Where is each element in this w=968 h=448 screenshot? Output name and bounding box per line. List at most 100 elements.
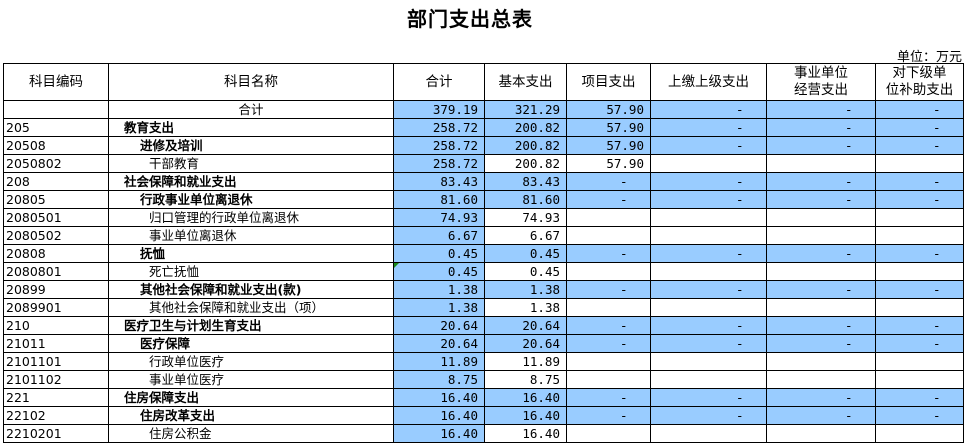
cell-project[interactable]: - <box>566 172 651 191</box>
cell-project[interactable] <box>566 424 651 443</box>
cell-total[interactable]: 0.45 <box>393 244 485 263</box>
cell-remit-superior[interactable]: - <box>650 100 767 119</box>
cell-remit-superior[interactable] <box>650 154 767 173</box>
cell-subsidy-subordinate[interactable]: - <box>875 172 964 191</box>
cell-institution-operating[interactable]: - <box>766 100 876 119</box>
cell-subsidy-subordinate[interactable] <box>875 370 964 389</box>
cell-name[interactable]: 行政单位医疗 <box>108 352 394 371</box>
cell-institution-operating[interactable] <box>766 208 876 227</box>
cell-name[interactable]: 住房保障支出 <box>108 388 394 407</box>
cell-code[interactable]: 20508 <box>3 136 109 155</box>
cell-code[interactable]: 2080801 <box>3 262 109 281</box>
cell-name[interactable]: 干部教育 <box>108 154 394 173</box>
cell-subsidy-subordinate[interactable]: - <box>875 190 964 209</box>
cell-basic[interactable]: 11.89 <box>484 352 567 371</box>
cell-project[interactable] <box>566 298 651 317</box>
cell-remit-superior[interactable]: - <box>650 190 767 209</box>
cell-project[interactable] <box>566 226 651 245</box>
cell-code[interactable]: 205 <box>3 118 109 137</box>
cell-project[interactable] <box>566 208 651 227</box>
cell-project[interactable]: 57.90 <box>566 118 651 137</box>
cell-institution-operating[interactable] <box>766 370 876 389</box>
cell-subsidy-subordinate[interactable]: - <box>875 316 964 335</box>
cell-name[interactable]: 进修及培训 <box>108 136 394 155</box>
cell-institution-operating[interactable] <box>766 226 876 245</box>
cell-basic[interactable]: 74.93 <box>484 208 567 227</box>
cell-name[interactable]: 社会保障和就业支出 <box>108 172 394 191</box>
cell-subsidy-subordinate[interactable]: - <box>875 244 964 263</box>
cell-institution-operating[interactable]: - <box>766 316 876 335</box>
cell-name[interactable]: 事业单位医疗 <box>108 370 394 389</box>
cell-subsidy-subordinate[interactable]: - <box>875 388 964 407</box>
cell-institution-operating[interactable]: - <box>766 136 876 155</box>
cell-code[interactable]: 210 <box>3 316 109 335</box>
cell-basic[interactable]: 20.64 <box>484 316 567 335</box>
cell-project[interactable]: 57.90 <box>566 154 651 173</box>
cell-institution-operating[interactable] <box>766 352 876 371</box>
cell-institution-operating[interactable]: - <box>766 280 876 299</box>
cell-remit-superior[interactable]: - <box>650 406 767 425</box>
cell-institution-operating[interactable]: - <box>766 190 876 209</box>
cell-total[interactable]: 74.93 <box>393 208 485 227</box>
cell-total[interactable]: 6.67 <box>393 226 485 245</box>
cell-code[interactable]: 22102 <box>3 406 109 425</box>
cell-name[interactable]: 抚恤 <box>108 244 394 263</box>
cell-total[interactable]: 258.72 <box>393 118 485 137</box>
cell-name[interactable]: 行政事业单位离退休 <box>108 190 394 209</box>
cell-total[interactable]: 16.40 <box>393 388 485 407</box>
cell-name[interactable]: 教育支出 <box>108 118 394 137</box>
cell-basic[interactable]: 16.40 <box>484 424 567 443</box>
cell-project[interactable]: - <box>566 406 651 425</box>
cell-basic[interactable]: 1.38 <box>484 280 567 299</box>
cell-project[interactable]: - <box>566 316 651 335</box>
cell-name[interactable]: 医疗保障 <box>108 334 394 353</box>
cell-code[interactable]: 2089901 <box>3 298 109 317</box>
cell-subsidy-subordinate[interactable] <box>875 262 964 281</box>
cell-institution-operating[interactable]: - <box>766 334 876 353</box>
cell-total[interactable]: 0.45 <box>393 262 485 281</box>
cell-name[interactable]: 医疗卫生与计划生育支出 <box>108 316 394 335</box>
cell-project[interactable]: 57.90 <box>566 136 651 155</box>
cell-total[interactable]: 11.89 <box>393 352 485 371</box>
cell-project[interactable]: - <box>566 244 651 263</box>
cell-code[interactable]: 2080502 <box>3 226 109 245</box>
cell-basic[interactable]: 81.60 <box>484 190 567 209</box>
cell-name[interactable]: 归口管理的行政单位离退休 <box>108 208 394 227</box>
cell-remit-superior[interactable]: - <box>650 244 767 263</box>
cell-remit-superior[interactable]: - <box>650 172 767 191</box>
cell-subsidy-subordinate[interactable]: - <box>875 118 964 137</box>
cell-project[interactable] <box>566 370 651 389</box>
cell-institution-operating[interactable]: - <box>766 118 876 137</box>
cell-institution-operating[interactable]: - <box>766 406 876 425</box>
cell-total[interactable]: 20.64 <box>393 316 485 335</box>
cell-project[interactable]: 57.90 <box>566 100 651 119</box>
cell-name[interactable]: 合计 <box>108 100 394 119</box>
cell-total[interactable]: 16.40 <box>393 406 485 425</box>
cell-remit-superior[interactable] <box>650 352 767 371</box>
cell-total[interactable]: 8.75 <box>393 370 485 389</box>
cell-subsidy-subordinate[interactable] <box>875 298 964 317</box>
cell-institution-operating[interactable] <box>766 424 876 443</box>
cell-remit-superior[interactable] <box>650 208 767 227</box>
cell-subsidy-subordinate[interactable]: - <box>875 100 964 119</box>
cell-subsidy-subordinate[interactable]: - <box>875 280 964 299</box>
cell-subsidy-subordinate[interactable] <box>875 226 964 245</box>
cell-subsidy-subordinate[interactable] <box>875 154 964 173</box>
cell-remit-superior[interactable]: - <box>650 316 767 335</box>
cell-institution-operating[interactable] <box>766 154 876 173</box>
cell-total[interactable]: 20.64 <box>393 334 485 353</box>
cell-name[interactable]: 住房改革支出 <box>108 406 394 425</box>
cell-total[interactable]: 258.72 <box>393 154 485 173</box>
cell-subsidy-subordinate[interactable]: - <box>875 136 964 155</box>
cell-code[interactable]: 221 <box>3 388 109 407</box>
cell-basic[interactable]: 200.82 <box>484 154 567 173</box>
cell-total[interactable]: 83.43 <box>393 172 485 191</box>
cell-total[interactable]: 258.72 <box>393 136 485 155</box>
cell-code[interactable]: 2210201 <box>3 424 109 443</box>
cell-remit-superior[interactable] <box>650 370 767 389</box>
cell-project[interactable]: - <box>566 334 651 353</box>
cell-subsidy-subordinate[interactable] <box>875 208 964 227</box>
cell-basic[interactable]: 16.40 <box>484 388 567 407</box>
cell-project[interactable] <box>566 262 651 281</box>
cell-remit-superior[interactable]: - <box>650 136 767 155</box>
